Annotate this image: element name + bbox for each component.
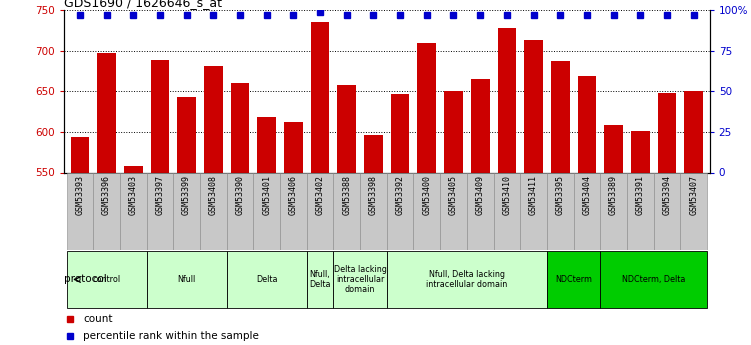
Bar	[467, 172, 493, 250]
Bar	[227, 172, 253, 250]
Bar	[360, 172, 387, 250]
Text: GSM53401: GSM53401	[262, 175, 271, 215]
Text: GSM53388: GSM53388	[342, 175, 351, 215]
Bar	[200, 172, 227, 250]
Text: GSM53400: GSM53400	[422, 175, 431, 215]
Bar	[204, 66, 222, 345]
Bar	[173, 172, 200, 250]
Bar	[391, 94, 409, 345]
Text: GSM53395: GSM53395	[556, 175, 565, 215]
Bar	[684, 91, 703, 345]
Text: GDS1690 / 1626646_s_at: GDS1690 / 1626646_s_at	[64, 0, 222, 9]
Text: NDCterm: NDCterm	[555, 275, 592, 284]
Bar	[658, 93, 677, 345]
Bar	[284, 122, 303, 345]
Bar	[146, 251, 227, 308]
Bar	[97, 52, 116, 345]
Bar	[71, 137, 89, 345]
Bar	[387, 251, 547, 308]
Bar	[67, 251, 146, 308]
Bar	[231, 83, 249, 345]
Bar	[524, 40, 543, 345]
Text: GSM53394: GSM53394	[662, 175, 671, 215]
Bar	[364, 135, 383, 345]
Bar	[93, 172, 120, 250]
Bar	[177, 97, 196, 345]
Text: GSM53399: GSM53399	[182, 175, 191, 215]
Bar	[600, 172, 627, 250]
Text: GSM53398: GSM53398	[369, 175, 378, 215]
Bar	[520, 172, 547, 250]
Text: Nfull: Nfull	[177, 275, 196, 284]
Bar	[444, 91, 463, 345]
Bar	[471, 79, 490, 345]
Bar	[306, 172, 333, 250]
Bar	[67, 172, 93, 250]
Bar	[150, 60, 169, 345]
Bar	[227, 251, 306, 308]
Bar	[418, 43, 436, 345]
Text: GSM53407: GSM53407	[689, 175, 698, 215]
Bar	[440, 172, 467, 250]
Text: control: control	[92, 275, 121, 284]
Text: protocol: protocol	[65, 275, 107, 284]
Text: GSM53409: GSM53409	[475, 175, 484, 215]
Text: GSM53396: GSM53396	[102, 175, 111, 215]
Bar	[146, 172, 173, 250]
Bar	[547, 172, 574, 250]
Bar	[551, 61, 569, 345]
Bar	[253, 172, 280, 250]
Bar	[574, 172, 600, 250]
Text: GSM53397: GSM53397	[155, 175, 164, 215]
Bar	[605, 126, 623, 345]
Text: percentile rank within the sample: percentile rank within the sample	[83, 331, 259, 341]
Bar	[653, 172, 680, 250]
Text: GSM53411: GSM53411	[529, 175, 538, 215]
Bar	[306, 251, 333, 308]
Text: GSM53391: GSM53391	[636, 175, 645, 215]
Bar	[547, 251, 600, 308]
Bar	[578, 76, 596, 345]
Bar	[631, 131, 650, 345]
Bar	[627, 172, 653, 250]
Bar	[333, 251, 387, 308]
Text: GSM53403: GSM53403	[128, 175, 137, 215]
Text: GSM53393: GSM53393	[75, 175, 84, 215]
Text: Nfull,
Delta: Nfull, Delta	[309, 270, 330, 289]
Bar	[258, 117, 276, 345]
Text: count: count	[83, 314, 113, 324]
Bar	[414, 172, 440, 250]
Bar	[333, 172, 360, 250]
Bar	[600, 251, 707, 308]
Text: GSM53410: GSM53410	[502, 175, 511, 215]
Text: Nfull, Delta lacking
intracellular domain: Nfull, Delta lacking intracellular domai…	[427, 270, 508, 289]
Bar	[124, 166, 143, 345]
Text: GSM53392: GSM53392	[396, 175, 405, 215]
Text: GSM53405: GSM53405	[449, 175, 458, 215]
Bar	[387, 172, 414, 250]
Text: GSM53389: GSM53389	[609, 175, 618, 215]
Text: GSM53408: GSM53408	[209, 175, 218, 215]
Text: GSM53390: GSM53390	[236, 175, 245, 215]
Bar	[497, 28, 516, 345]
Text: GSM53404: GSM53404	[583, 175, 592, 215]
Bar	[337, 85, 356, 345]
Bar	[311, 22, 330, 345]
Bar	[493, 172, 520, 250]
Text: GSM53402: GSM53402	[315, 175, 324, 215]
Bar	[120, 172, 146, 250]
Text: Delta lacking
intracellular
domain: Delta lacking intracellular domain	[333, 265, 387, 294]
Text: NDCterm, Delta: NDCterm, Delta	[622, 275, 686, 284]
Text: GSM53406: GSM53406	[289, 175, 298, 215]
Bar	[680, 172, 707, 250]
Text: Delta: Delta	[256, 275, 277, 284]
Bar	[280, 172, 306, 250]
